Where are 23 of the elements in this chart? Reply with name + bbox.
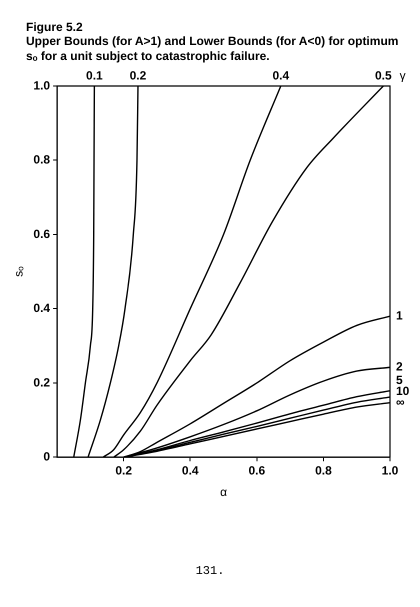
x-tick-label: 0.8 <box>315 464 332 478</box>
series-label: 1 <box>396 308 403 322</box>
x-tick-label: 0.2 <box>115 464 132 478</box>
series-label: 0.1 <box>86 68 104 82</box>
chart-subtitle: Upper Bounds (for A>1) and Lower Bounds (for A<0) for optimum sₒ for a unit subject to catastrophic failure. <box>25 34 400 64</box>
x-axis-title: α <box>220 485 228 500</box>
y-tick-label: 0.8 <box>33 152 50 167</box>
y-tick-label: 1.0 <box>33 78 50 92</box>
y-tick-label: 0 <box>43 450 50 464</box>
series-label: 2 <box>396 360 403 374</box>
x-tick-label: 0.6 <box>248 464 266 478</box>
y-tick-label: 0.4 <box>33 301 50 316</box>
chart-title: Figure 5.2 <box>25 20 84 34</box>
series-label: 0.5 <box>375 68 392 82</box>
x-tick-label: 1.0 <box>382 464 399 478</box>
legend-title: γ <box>400 68 406 82</box>
y-tick-label: 0.6 <box>33 226 50 241</box>
series-label: 0.4 <box>272 68 290 82</box>
text: 131. <box>194 564 226 578</box>
y-axis-title: sₒ <box>12 266 26 277</box>
series-label: 0.2 <box>130 68 147 82</box>
x-tick-label: 0.4 <box>182 464 199 478</box>
y-tick-label: 0.2 <box>33 375 50 390</box>
